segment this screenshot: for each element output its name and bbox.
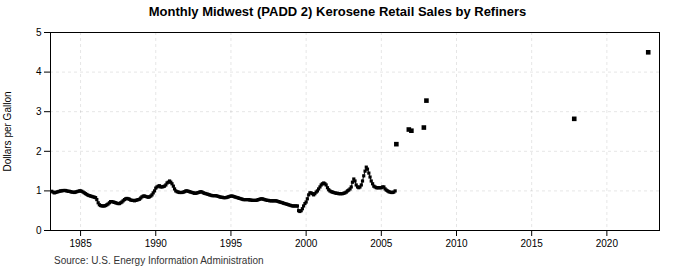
html-text:Monthly Midwest (PADD 2) Keros: Monthly Midwest (PADD 2) Kerosene Retail…	[148, 4, 527, 19]
html-text:Source: U.S. Energy Informatio: Source: U.S. Energy Information Administ…	[54, 255, 264, 266]
svg-text:5: 5	[36, 27, 42, 38]
svg-text:0: 0	[36, 225, 42, 236]
svg-text:2005: 2005	[370, 238, 393, 249]
svg-text:2000: 2000	[295, 238, 318, 249]
svg-text:2020: 2020	[596, 238, 619, 249]
svg-text:2: 2	[36, 146, 42, 157]
svg-text:4: 4	[36, 66, 42, 77]
svg-text:1985: 1985	[69, 238, 92, 249]
svg-text:Dollars per Gallon: Dollars per Gallon	[2, 91, 13, 171]
svg-text:3: 3	[36, 106, 42, 117]
svg-text:2010: 2010	[445, 238, 468, 249]
svg-text:1: 1	[36, 185, 42, 196]
svg-text:1995: 1995	[220, 238, 243, 249]
svg-text:2015: 2015	[521, 238, 544, 249]
svg-text:1990: 1990	[145, 238, 168, 249]
